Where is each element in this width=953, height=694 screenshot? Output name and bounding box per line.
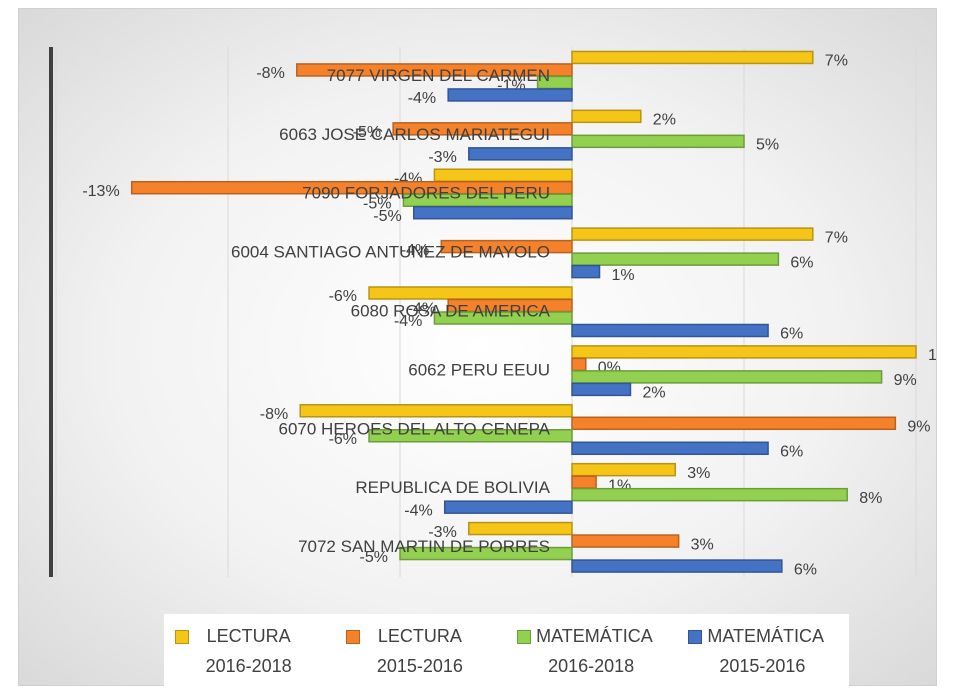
- data-label: -4%: [394, 313, 422, 330]
- data-label: -13%: [82, 183, 119, 200]
- chart-area: 7% -8% -1% -4% 7077 VIRGEN DEL CARMEN 2% -5% 5%…: [18, 8, 937, 688]
- data-label: -4%: [408, 301, 436, 318]
- data-label: -5%: [360, 549, 388, 566]
- data-label: -5%: [373, 208, 401, 225]
- legend-label: MATEMÁTICA 2016-2018: [536, 626, 653, 676]
- legend-swatch: [688, 630, 703, 644]
- data-label: 6%: [780, 443, 803, 460]
- data-label: 2%: [642, 385, 665, 402]
- legend-label: MATEMÁTICA 2015-2016: [707, 626, 825, 676]
- data-label: 7%: [825, 229, 848, 246]
- data-label: 5%: [756, 137, 779, 154]
- legend: LECTURA 2016-2018 LECTURA 2015-2016 MATEMÁ…: [164, 614, 849, 688]
- bar: [571, 462, 676, 477]
- bar: [468, 147, 573, 161]
- bar: [368, 286, 573, 300]
- bar: [571, 382, 632, 397]
- legend-swatch: [517, 630, 532, 644]
- bar: [571, 487, 848, 502]
- axis-line: [49, 47, 53, 577]
- legend-label: LECTURA 2016-2018: [205, 626, 292, 676]
- data-label: 6%: [790, 254, 813, 271]
- data-label: -8%: [260, 406, 288, 423]
- bar: [447, 88, 573, 102]
- bar: [571, 357, 587, 372]
- bar: [571, 134, 745, 149]
- legend-label: LECTURA 2015-2016: [376, 626, 463, 676]
- bar: [571, 441, 769, 456]
- data-label: -4%: [408, 90, 436, 107]
- bar: [571, 475, 597, 489]
- category-label: 6063 JOSE CARLOS MARIATEGUI: [279, 125, 550, 144]
- data-label: -4%: [404, 502, 432, 519]
- bar: [368, 429, 573, 443]
- bar: [130, 180, 573, 195]
- legend-swatch: [345, 630, 360, 644]
- data-label: 8%: [859, 490, 882, 507]
- bar: [571, 416, 897, 431]
- legend-item: MATEMÁTICA 2015-2016: [688, 621, 838, 681]
- category-label: REPUBLICA DE BOLIVIA: [355, 478, 550, 497]
- bar: [399, 546, 573, 561]
- category-label: 7090 FORJADORES DEL PERU: [302, 184, 550, 203]
- data-label: 3%: [691, 536, 714, 553]
- data-label: -5%: [363, 195, 391, 212]
- bar: [468, 521, 573, 536]
- data-label: 10%: [928, 347, 936, 364]
- chart: 7%-8%-1%-4%7077 VIRGEN DEL CARMEN2%-5%5%…: [49, 47, 936, 578]
- data-label: -3%: [428, 149, 456, 166]
- bar: [571, 227, 814, 241]
- bar: [571, 370, 883, 384]
- data-label: -6%: [329, 288, 357, 305]
- category-label: 6070 HEROES DEL ALTO CENEPA: [279, 419, 551, 438]
- category-label: 7072 SAN MARTIN DE PORRES: [298, 537, 550, 556]
- bar: [443, 500, 573, 514]
- legend-item: MATEMÁTICA 2016-2018: [517, 621, 667, 681]
- bar: [433, 311, 573, 325]
- category-label: 6080 ROSA DE AMERICA: [351, 301, 551, 320]
- data-label: 1%: [612, 267, 635, 284]
- bar: [413, 205, 573, 220]
- legend-item: LECTURA 2015-2016: [345, 621, 496, 681]
- data-label: 9%: [907, 418, 930, 435]
- bar: [571, 264, 601, 279]
- data-label: -6%: [329, 431, 357, 448]
- legend-item: LECTURA 2016-2018: [174, 621, 325, 681]
- data-label: 7%: [825, 53, 848, 70]
- bar: [571, 323, 769, 338]
- bar: [571, 50, 814, 65]
- bar: [571, 559, 783, 573]
- category-label: 6004 SANTIAGO ANTUNEZ DE MAYOLO: [231, 243, 550, 262]
- bar: [571, 534, 680, 548]
- data-label: -3%: [428, 524, 456, 541]
- data-label: 2%: [653, 112, 676, 129]
- bar: [299, 404, 573, 418]
- bar: [392, 122, 573, 136]
- data-label: -5%: [353, 124, 381, 141]
- data-label: 6%: [794, 561, 817, 578]
- data-label: -8%: [256, 65, 284, 82]
- data-label: -4%: [401, 242, 429, 259]
- bar: [571, 252, 780, 266]
- legend-swatch: [174, 630, 189, 644]
- bar: [296, 63, 573, 77]
- category-label: 6062 PERU EEUU: [408, 360, 550, 379]
- data-label: 3%: [687, 465, 710, 482]
- category-label: 7077 VIRGEN DEL CARMEN: [327, 66, 550, 85]
- bar: [571, 109, 642, 124]
- bar: [571, 345, 917, 359]
- data-label: 9%: [894, 372, 917, 389]
- bar: [433, 168, 573, 182]
- bar: [440, 239, 573, 254]
- data-label: 6%: [780, 326, 803, 343]
